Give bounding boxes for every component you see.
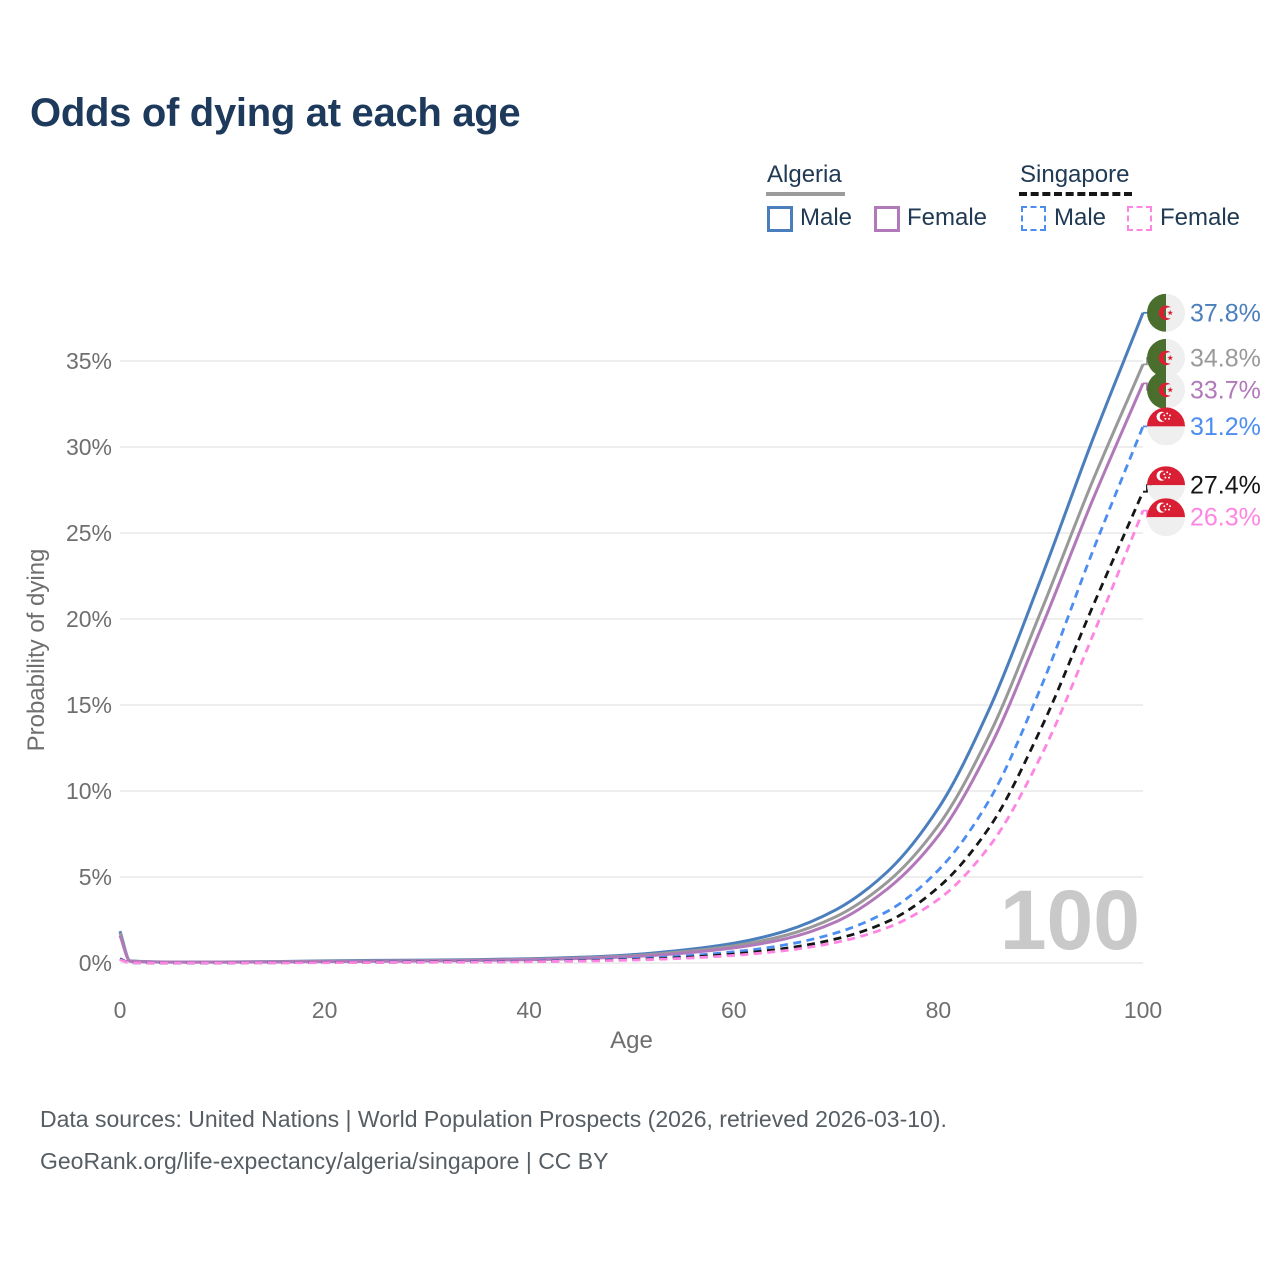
legend-label-singapore-male[interactable]: Male xyxy=(1054,204,1107,231)
legend-country-algeria[interactable]: Algeria xyxy=(766,161,845,196)
x-tick-label: 40 xyxy=(516,997,542,1023)
legend-swatch-singapore-male[interactable] xyxy=(1021,206,1046,231)
legend-swatch-algeria-male[interactable] xyxy=(767,206,793,232)
y-tick-label: 10% xyxy=(66,778,112,804)
y-tick-label: 35% xyxy=(66,348,112,374)
y-axis-title: Probability of dying xyxy=(23,549,50,752)
y-tick-label: 0% xyxy=(79,950,112,976)
legend-swatch-singapore-female[interactable] xyxy=(1127,206,1152,231)
end-value-label-singapore-female: 26.3% xyxy=(1190,504,1261,532)
end-value-label-algeria-combined: 34.8% xyxy=(1190,344,1261,372)
y-tick-label: 15% xyxy=(66,692,112,718)
legend-label-algeria-male[interactable]: Male xyxy=(800,204,853,231)
data-source-line: Data sources: United Nations | World Pop… xyxy=(40,1106,947,1132)
attribution-line: GeoRank.org/life-expectancy/algeria/sing… xyxy=(40,1148,609,1174)
end-value-label-singapore-combined: 27.4% xyxy=(1190,472,1261,500)
legend-label-algeria-female[interactable]: Female xyxy=(907,204,988,231)
y-tick-label: 25% xyxy=(66,520,112,546)
series-line-singapore-combined xyxy=(119,491,1145,965)
x-tick-label: 60 xyxy=(721,997,747,1023)
x-axis-title: Age xyxy=(610,1027,653,1054)
series-line-algeria-male xyxy=(118,312,1145,964)
legend-country-singapore[interactable]: Singapore xyxy=(1019,161,1133,196)
series-line-algeria-female xyxy=(118,382,1145,964)
page-title: Odds of dying at each age xyxy=(30,91,521,135)
end-value-label-singapore-male: 31.2% xyxy=(1190,413,1261,441)
algeria-flag-icon xyxy=(1147,371,1185,409)
legend-swatch-algeria-female[interactable] xyxy=(874,206,900,232)
series-line-singapore-male xyxy=(119,425,1145,965)
series-line-algeria-combined xyxy=(118,363,1145,964)
end-value-label-algeria-male: 37.8% xyxy=(1190,299,1261,327)
x-tick-label: 20 xyxy=(312,997,338,1023)
singapore-flag-icon xyxy=(1147,407,1185,445)
age-indicator-watermark: 100 xyxy=(1000,873,1140,967)
end-value-label-algeria-female: 33.7% xyxy=(1190,376,1261,404)
y-tick-label: 20% xyxy=(66,606,112,632)
singapore-flag-icon xyxy=(1147,498,1185,536)
series-line-singapore-female xyxy=(119,510,1145,965)
y-tick-label: 30% xyxy=(66,434,112,460)
x-tick-label: 80 xyxy=(926,997,952,1023)
algeria-flag-icon xyxy=(1147,294,1185,332)
x-tick-label: 100 xyxy=(1124,997,1162,1023)
y-tick-label: 5% xyxy=(79,864,112,890)
x-tick-label: 0 xyxy=(114,997,127,1023)
legend-label-singapore-female[interactable]: Female xyxy=(1160,204,1241,231)
